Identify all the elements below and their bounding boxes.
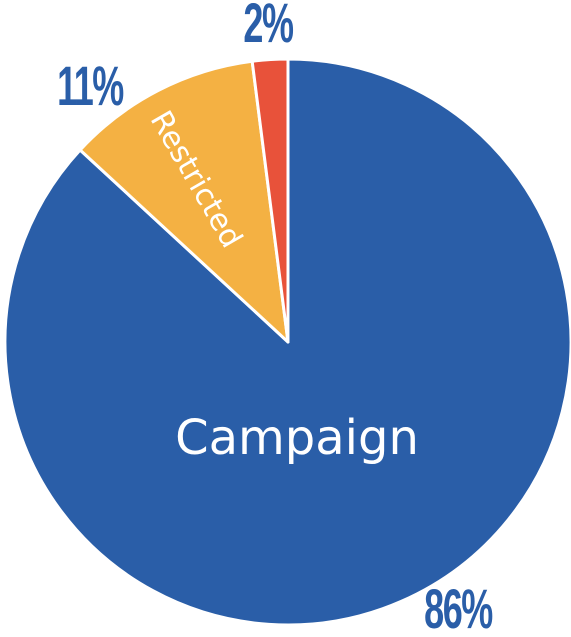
pie-slices <box>3 57 571 627</box>
pct-label-restricted: 11% <box>57 54 124 117</box>
pie-slice-slice-2 <box>250 57 290 344</box>
pct-label-slice-2: 2% <box>243 0 293 54</box>
pie-slice-restricted <box>78 59 290 344</box>
slice-label-campaign: Campaign <box>175 410 419 466</box>
pct-label-campaign: 86% <box>424 577 493 637</box>
